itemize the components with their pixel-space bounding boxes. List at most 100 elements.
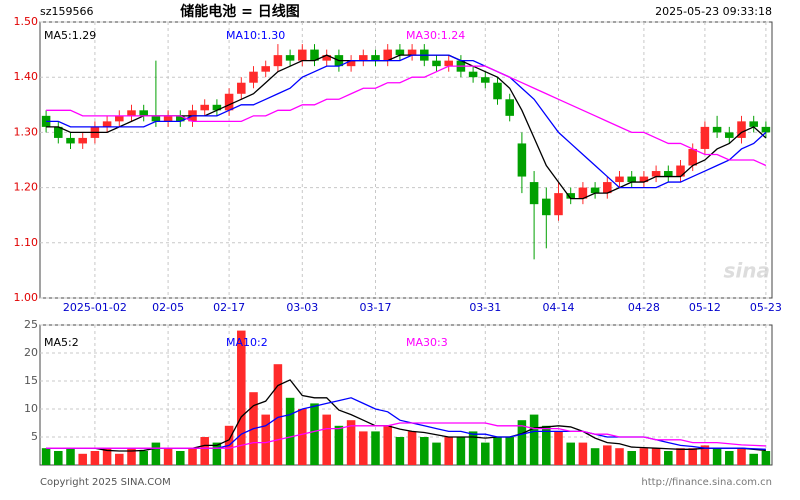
x-tick-label: 04-14 bbox=[543, 301, 575, 314]
x-tick-label: 02-05 bbox=[152, 301, 184, 314]
ma-line bbox=[46, 65, 767, 167]
volume-bar bbox=[359, 431, 368, 465]
volume-bar bbox=[176, 451, 185, 465]
volume-bar bbox=[273, 364, 283, 465]
candle-body bbox=[139, 110, 148, 116]
candle-body bbox=[725, 132, 734, 138]
volume-bar bbox=[761, 451, 771, 465]
volume-bar bbox=[688, 448, 697, 465]
volume-bar bbox=[115, 453, 124, 465]
candle-body bbox=[529, 182, 539, 205]
candle-body bbox=[102, 121, 112, 127]
candle-body bbox=[371, 55, 380, 61]
ma-line bbox=[46, 54, 767, 189]
volume-bar bbox=[188, 448, 197, 465]
volume-bar bbox=[615, 448, 624, 465]
candle-body bbox=[176, 115, 185, 122]
candle-body bbox=[273, 55, 283, 67]
y-tick-label: 1.00 bbox=[14, 291, 39, 304]
y-tick-label: 10 bbox=[24, 402, 38, 415]
volume-bar bbox=[664, 451, 673, 465]
y-tick-label: 25 bbox=[24, 318, 38, 331]
volume-bar bbox=[310, 403, 319, 465]
candle-body bbox=[676, 165, 685, 177]
candle-body bbox=[651, 171, 661, 177]
candle-body bbox=[517, 143, 527, 177]
y-tick-label: 1.10 bbox=[14, 236, 39, 249]
code: sz159566 bbox=[40, 5, 94, 18]
volume-bar bbox=[212, 442, 222, 465]
volume-bar bbox=[163, 448, 173, 465]
candle-body bbox=[700, 126, 710, 149]
candle-body bbox=[200, 104, 209, 111]
volume-bar bbox=[41, 448, 51, 465]
volume-bar bbox=[737, 448, 746, 465]
y-tick-label: 1.30 bbox=[14, 125, 39, 138]
volume-bar bbox=[590, 448, 600, 465]
volume-bar bbox=[749, 453, 758, 465]
candle-body bbox=[54, 126, 63, 138]
volume-bar bbox=[151, 442, 161, 465]
volume-bar bbox=[517, 420, 527, 465]
volume-bar bbox=[554, 431, 563, 465]
volume-bar bbox=[468, 431, 478, 465]
candle-body bbox=[212, 104, 222, 111]
candle-body bbox=[432, 60, 441, 67]
x-tick-label: 03-17 bbox=[360, 301, 392, 314]
candle-body bbox=[493, 82, 502, 100]
y-tick-label: 20 bbox=[24, 346, 38, 359]
candle-body bbox=[261, 66, 270, 72]
x-tick-label: 05-12 bbox=[689, 301, 721, 314]
volume-bar bbox=[78, 453, 87, 465]
candle-body bbox=[346, 60, 356, 67]
x-tick-label: 04-28 bbox=[628, 301, 660, 314]
candle-body bbox=[395, 49, 405, 56]
volume-bar bbox=[420, 437, 429, 465]
candle-body bbox=[322, 55, 331, 61]
candle-body bbox=[688, 148, 697, 166]
volume-bar bbox=[566, 442, 575, 465]
candle-body bbox=[627, 176, 636, 183]
ma-line bbox=[46, 422, 766, 449]
volume-bar bbox=[127, 448, 136, 465]
volume-bar bbox=[102, 448, 112, 465]
legend-entry: MA5:1.29 bbox=[44, 29, 96, 42]
volume-bar bbox=[298, 409, 307, 465]
candle-body bbox=[298, 49, 307, 61]
candle-body bbox=[383, 49, 392, 61]
volume-bar bbox=[261, 414, 270, 465]
volume-bar bbox=[529, 414, 539, 465]
x-tick-label: 02-17 bbox=[213, 301, 245, 314]
candle-body bbox=[78, 137, 87, 144]
volume-bar bbox=[493, 437, 502, 465]
y-tick-label: 1.50 bbox=[14, 15, 39, 28]
volume-bar bbox=[322, 414, 331, 465]
candle-body bbox=[237, 82, 246, 94]
y-tick-label: 5 bbox=[31, 430, 38, 443]
volume-bar bbox=[346, 420, 356, 465]
volume-bar bbox=[200, 437, 209, 465]
ma-line bbox=[46, 54, 767, 200]
candle-body bbox=[468, 71, 478, 78]
chart-title: 储能电池 = 日线图 bbox=[179, 3, 299, 20]
candle-body bbox=[224, 93, 234, 111]
candle-body bbox=[712, 126, 722, 133]
candle-body bbox=[615, 176, 624, 183]
candle-body bbox=[127, 110, 136, 116]
legend-entry: MA10:1.30 bbox=[226, 29, 285, 42]
volume-bar bbox=[651, 448, 661, 465]
x-tick-label: 05-23 bbox=[750, 301, 782, 314]
candle-body bbox=[554, 193, 563, 216]
candle-body bbox=[285, 55, 295, 61]
x-tick-label: 03-31 bbox=[469, 301, 501, 314]
volume-bar bbox=[481, 442, 490, 465]
volume-bar bbox=[603, 445, 612, 465]
legend-entry: MA30:1.24 bbox=[406, 29, 465, 42]
volume-bar bbox=[639, 448, 649, 465]
candle-body bbox=[578, 187, 588, 199]
volume-bar bbox=[334, 425, 344, 465]
legend-entry: MA10:2 bbox=[226, 336, 268, 349]
volume-bar bbox=[505, 437, 514, 465]
copyright: Copyright 2025 SINA.COM bbox=[40, 477, 171, 488]
timestamp: 2025-05-23 09:33:18 bbox=[655, 5, 772, 18]
